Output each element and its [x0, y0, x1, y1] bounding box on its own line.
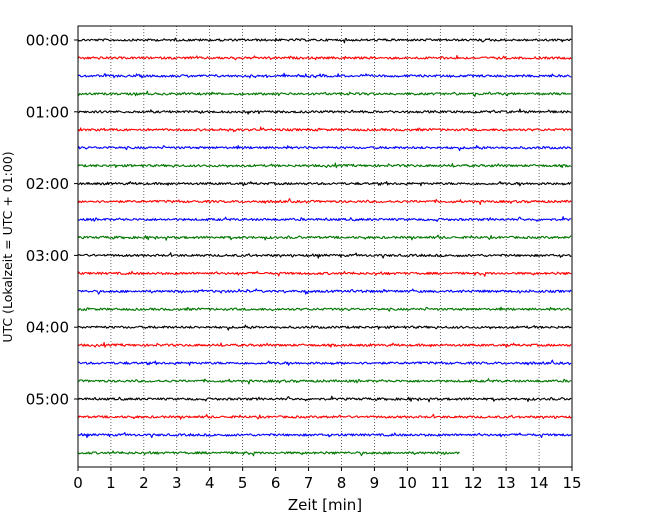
y-axis-title: UTC (Lokalzeit = UTC + 01:00) — [0, 151, 15, 342]
seismogram-trace — [77, 72, 572, 79]
seismogram-trace — [77, 288, 572, 295]
x-tick-label: 15 — [562, 474, 581, 492]
seismogram-trace — [77, 54, 572, 61]
y-tick-label: 01:00 — [26, 103, 69, 121]
x-tick-label: 0 — [73, 474, 83, 492]
x-tick-label: 8 — [337, 474, 347, 492]
x-tick-label: 4 — [205, 474, 215, 492]
seismogram-trace — [77, 324, 572, 331]
x-tick-label: 7 — [304, 474, 314, 492]
seismogram-trace — [77, 181, 572, 187]
x-tick-label: 6 — [271, 474, 281, 492]
seismogram-trace — [77, 341, 572, 348]
seismogram-trace — [77, 270, 572, 277]
y-tick-label: 02:00 — [26, 175, 69, 193]
x-axis-title: Zeit [min] — [288, 496, 362, 514]
seismogram-trace — [77, 252, 572, 259]
seismogram-trace — [77, 162, 572, 169]
seismogram-trace — [77, 37, 572, 44]
seismogram-trace — [77, 126, 572, 133]
x-tick-label: 1 — [106, 474, 116, 492]
y-tick-label: 04:00 — [26, 319, 69, 337]
y-tick-label: 05:00 — [26, 391, 69, 409]
seismogram-trace — [77, 306, 572, 312]
seismogram-trace — [77, 359, 572, 366]
seismogram-traces — [77, 37, 572, 457]
seismogram-trace — [77, 90, 572, 98]
x-tick-label: 12 — [464, 474, 483, 492]
plot-frame — [77, 25, 573, 468]
x-tick-label: 10 — [398, 474, 417, 492]
y-tick-label: 00:00 — [26, 32, 69, 50]
x-tick-label: 14 — [530, 474, 549, 492]
seismogram-trace — [77, 145, 572, 152]
x-tick-label: 3 — [172, 474, 182, 492]
plot-background — [78, 26, 572, 467]
x-tick-label: 5 — [238, 474, 248, 492]
x-tick-label: 13 — [497, 474, 516, 492]
seismogram-trace — [77, 413, 572, 420]
x-tick-label: 9 — [370, 474, 380, 492]
x-axis-ticks: 0 1 2 3 4 5 6 7 8 9 10 11 12 13 14 15 — [73, 467, 582, 492]
y-axis-ticks: 00:00 01:00 02:00 03:00 04:00 05:00 — [26, 32, 78, 409]
seismogram-trace — [77, 378, 572, 385]
seismogram-trace — [77, 108, 572, 115]
seismogram-trace — [77, 431, 572, 439]
seismogram-trace — [77, 395, 572, 403]
seismogram-trace — [77, 450, 460, 457]
seismogram-trace — [77, 216, 572, 222]
seismogram-trace — [77, 234, 572, 241]
y-tick-label: 03:00 — [26, 247, 69, 265]
seismogram-trace — [77, 198, 572, 206]
x-tick-label: 11 — [431, 474, 450, 492]
x-tick-label: 2 — [139, 474, 149, 492]
